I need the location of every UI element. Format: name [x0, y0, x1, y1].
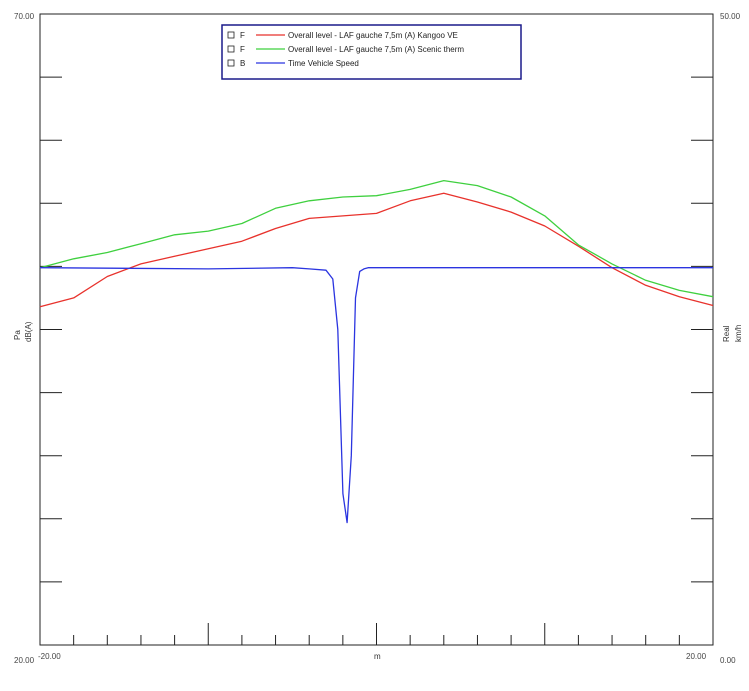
y-right-axis-label-1: Real	[722, 325, 731, 342]
legend-label: Time Vehicle Speed	[288, 59, 359, 68]
legend-box	[221, 24, 522, 80]
legend-checkbox[interactable]	[227, 59, 235, 67]
series-line-2	[39, 179, 714, 298]
y-left-tick-top: 70.00	[14, 12, 35, 21]
y-right-tick-top: 50.00	[720, 12, 741, 21]
legend-checkbox[interactable]	[227, 45, 235, 53]
series-lines	[39, 179, 714, 524]
y-left-axis-label-1: Pa	[13, 330, 22, 340]
y-left-axis-label-2: dB(A)	[24, 321, 33, 342]
y-right-tick-bottom: 0.00	[720, 656, 736, 665]
axis-ticks	[40, 76, 713, 645]
x-tick-left: -20.00	[38, 652, 61, 661]
legend-flag: F	[240, 31, 245, 40]
legend-label: Overall level - LAF gauche 7,5m (A) Scen…	[288, 45, 464, 54]
legend-flag: B	[240, 59, 245, 68]
plot-frame	[39, 13, 714, 646]
legend-checkbox[interactable]	[227, 31, 235, 39]
legend: F Overall level - LAF gauche 7,5m (A) Ka…	[221, 24, 522, 80]
legend-label: Overall level - LAF gauche 7,5m (A) Kang…	[288, 31, 458, 40]
x-tick-right: 20.00	[686, 652, 707, 661]
y-left-tick-bottom: 20.00	[14, 656, 35, 665]
series-line-3	[39, 267, 713, 524]
x-axis-label: m	[374, 652, 381, 661]
legend-flag: F	[240, 45, 245, 54]
y-right-axis-label-2: km/h	[734, 325, 743, 342]
series-line-1	[39, 192, 714, 308]
